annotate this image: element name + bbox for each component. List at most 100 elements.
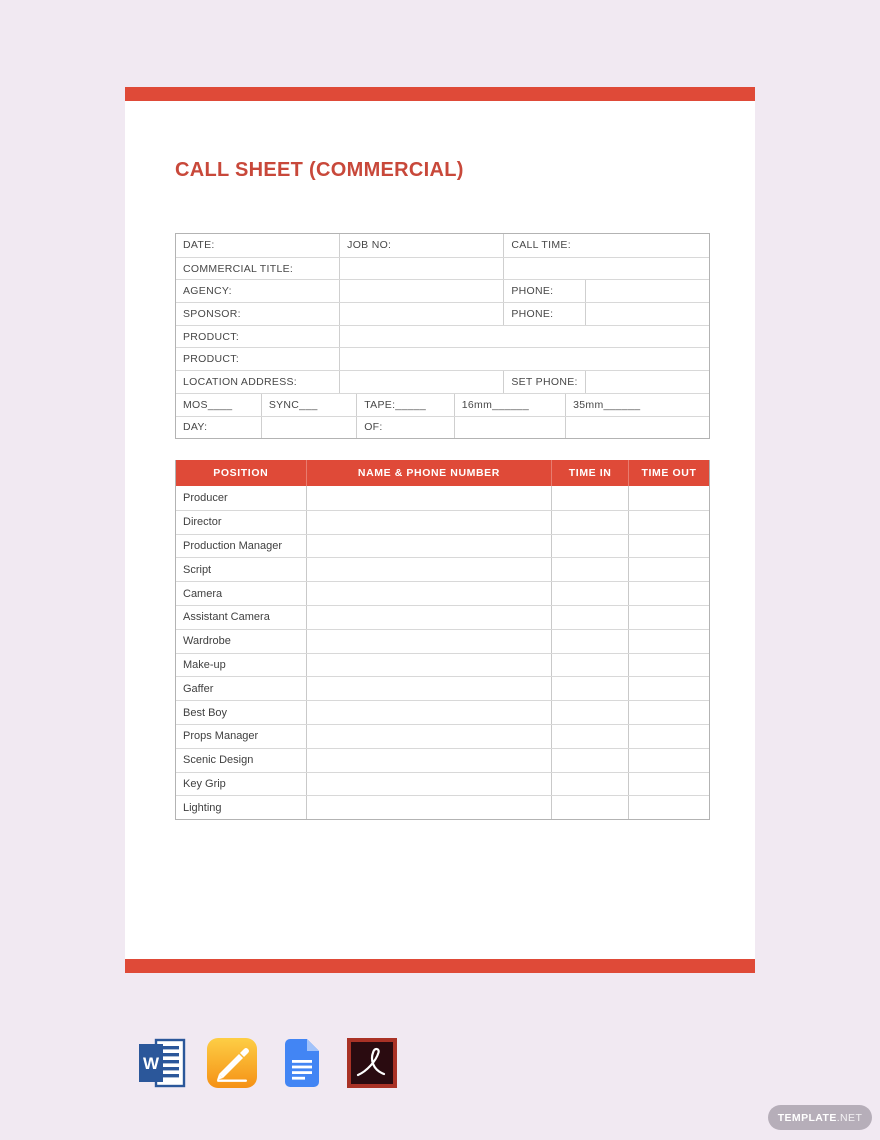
info-table-row: PRODUCT: [176, 324, 709, 348]
crew-cell-blank [307, 605, 553, 629]
crew-cell-blank [552, 653, 630, 677]
pdf-icon[interactable] [346, 1037, 398, 1089]
crew-cell-blank [552, 748, 630, 772]
crew-cell-blank [307, 629, 553, 653]
info-cell-blank [340, 371, 505, 393]
crew-cell-blank [307, 701, 553, 724]
crew-cell-blank [629, 749, 709, 772]
crew-cell-blank [307, 677, 553, 701]
crew-position-lighting: Lighting [176, 796, 307, 820]
watermark-text-light: .NET [836, 1111, 863, 1124]
info-cell-location-address: LOCATION ADDRESS: [176, 371, 341, 393]
info-cell-blank [340, 348, 709, 370]
info-cell-phone: PHONE: [504, 303, 586, 325]
crew-row-scenic-design: Scenic Design [176, 747, 709, 772]
crew-row-director: Director [176, 509, 709, 534]
crew-cell-blank [552, 605, 630, 629]
info-cell-product: PRODUCT: [176, 325, 341, 348]
crew-position-wardrobe: Wardrobe [176, 629, 307, 653]
info-cell-16mm: 16mm______ [455, 393, 567, 416]
crew-cell-blank [307, 796, 553, 820]
crew-cell-blank [552, 772, 630, 796]
crew-cell-blank [307, 534, 553, 558]
info-cell-sponsor: SPONSOR: [176, 303, 341, 325]
crew-cell-blank [307, 748, 553, 772]
crew-position-producer: Producer [176, 486, 307, 510]
crew-position-director: Director [176, 510, 307, 534]
crew-cell-blank [307, 772, 553, 796]
info-cell-blank [455, 416, 567, 439]
crew-header-name-phone-number: NAME & PHONE NUMBER [307, 460, 553, 486]
info-cell-product: PRODUCT: [176, 348, 341, 371]
crew-header-time-in: TIME IN [552, 460, 630, 486]
crew-cell-blank [629, 630, 709, 653]
crew-cell-blank [307, 486, 553, 510]
info-cell-sync: SYNC___ [262, 393, 358, 416]
info-cell-blank [340, 303, 505, 325]
crew-row-production-manager: Production Manager [176, 533, 709, 558]
info-cell-blank [566, 417, 709, 439]
info-cell-blank [586, 371, 709, 393]
info-cell-set-phone: SET PHONE: [504, 371, 586, 393]
crew-cell-blank [629, 725, 709, 748]
crew-position-scenic-design: Scenic Design [176, 748, 307, 772]
pages-icon[interactable] [206, 1037, 258, 1089]
info-cell-day: DAY: [176, 416, 262, 439]
crew-cell-blank [629, 773, 709, 796]
page-bottom-accent-bar [125, 959, 755, 973]
crew-cell-blank [307, 724, 553, 748]
crew-row-producer: Producer [176, 486, 709, 510]
crew-cell-blank [629, 796, 709, 819]
crew-row-props-manager: Props Manager [176, 723, 709, 748]
crew-cell-blank [629, 558, 709, 581]
crew-position-make-up: Make-up [176, 653, 307, 677]
document-page: CALL SHEET (COMMERCIAL) DATE: JOB NO: CALL… [125, 87, 755, 973]
crew-cell-blank [629, 677, 709, 700]
info-cell-blank [340, 257, 505, 280]
crew-table-body: Producer Director Production Manager Script… [176, 486, 709, 820]
crew-cell-blank [552, 629, 630, 653]
crew-cell-blank [552, 796, 630, 820]
crew-row-lighting: Lighting [176, 795, 709, 820]
info-table-row: PRODUCT: [176, 347, 709, 371]
crew-cell-blank [629, 511, 709, 534]
crew-cell-blank [552, 724, 630, 748]
info-cell-blank [586, 280, 709, 302]
crew-row-camera: Camera [176, 581, 709, 605]
info-cell-mos: MOS____ [176, 393, 262, 416]
crew-position-assistant-camera: Assistant Camera [176, 605, 307, 629]
info-cell-of: OF: [357, 416, 455, 439]
info-cell-blank [262, 416, 358, 439]
word-icon[interactable]: W [136, 1037, 188, 1089]
google-docs-icon[interactable] [276, 1037, 328, 1089]
info-cell-tape: TAPE:_____ [357, 393, 455, 416]
crew-row-assistant-camera: Assistant Camera [176, 604, 709, 629]
crew-row-key-grip: Key Grip [176, 771, 709, 796]
crew-position-props-manager: Props Manager [176, 724, 307, 748]
crew-cell-blank [552, 486, 630, 510]
info-cell-blank [586, 303, 709, 325]
info-table-row: DAY: OF: [176, 415, 709, 439]
crew-header-position: POSITION [176, 460, 307, 486]
crew-cell-blank [629, 701, 709, 724]
crew-cell-blank [307, 653, 553, 677]
crew-row-wardrobe: Wardrobe [176, 628, 709, 653]
crew-row-script: Script [176, 557, 709, 582]
info-cell-phone: PHONE: [504, 280, 586, 303]
page-top-accent-bar [125, 87, 755, 101]
crew-position-script: Script [176, 558, 307, 582]
crew-header-time-out: TIME OUT [641, 467, 697, 479]
crew-cell-blank [629, 535, 709, 558]
format-icons-row: W [136, 1037, 398, 1089]
info-cell-blank [504, 258, 709, 280]
crew-cell-blank [307, 510, 553, 534]
info-cell-agency: AGENCY: [176, 280, 341, 303]
crew-table: POSITION NAME & PHONE NUMBER TIME IN TIME O… [175, 460, 710, 821]
crew-cell-blank [307, 582, 553, 605]
crew-row-gaffer: Gaffer [176, 676, 709, 701]
info-cell-35mm: 35mm______ [573, 398, 641, 411]
crew-row-best-boy: Best Boy [176, 700, 709, 724]
info-cell-call-time: CALL TIME: [511, 239, 571, 252]
crew-cell-blank [629, 654, 709, 677]
info-table-row: MOS____ SYNC___ TAPE:_____ 16mm______ 35mm__… [176, 392, 709, 416]
